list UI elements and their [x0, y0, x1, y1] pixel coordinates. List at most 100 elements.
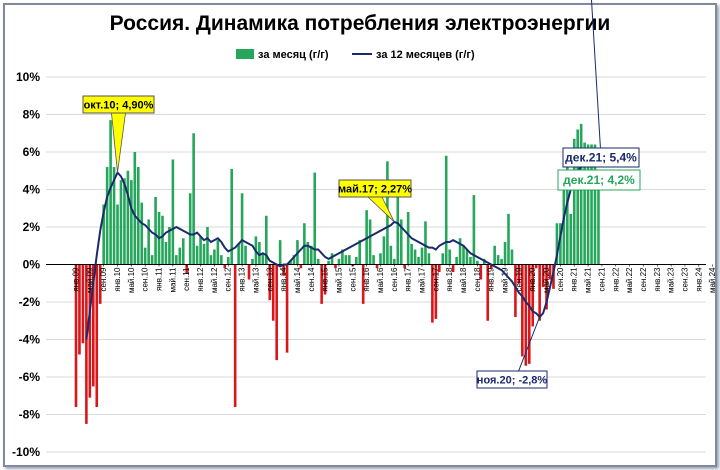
- x-tick-label: май.22: [625, 267, 634, 293]
- bar: [361, 264, 365, 304]
- x-tick-label: сен.12: [224, 267, 233, 292]
- bar: [150, 255, 154, 265]
- x-tick-label: май.14: [293, 267, 302, 293]
- x-tick-label: янв.19: [487, 267, 496, 292]
- bar: [476, 260, 479, 265]
- bar: [202, 243, 206, 265]
- bar: [444, 155, 448, 265]
- bar: [496, 255, 500, 265]
- bar: [531, 264, 535, 327]
- bar: [133, 152, 137, 265]
- bar: [244, 245, 247, 265]
- bar: [109, 120, 112, 265]
- bar: [78, 264, 81, 355]
- annotation-callout: окт.10; 4,90%: [82, 95, 155, 173]
- bar: [192, 133, 195, 265]
- bar: [465, 249, 469, 265]
- bar: [403, 264, 406, 269]
- y-tick-label: -2%: [19, 295, 41, 309]
- bar: [597, 185, 600, 265]
- bar: [576, 129, 579, 265]
- y-tick-label: 8%: [23, 108, 41, 122]
- bar: [164, 242, 168, 265]
- bar: [292, 255, 296, 265]
- bar: [396, 195, 400, 265]
- x-tick-label: сен.18: [473, 267, 482, 292]
- bar: [123, 178, 126, 265]
- bar: [240, 193, 244, 265]
- y-tick-label: 10%: [16, 70, 40, 84]
- bar: [562, 185, 566, 265]
- x-tick-label: сен.14: [307, 267, 316, 292]
- bar: [417, 257, 420, 265]
- y-tick-label: 6%: [23, 145, 41, 159]
- annotation-box: [562, 147, 640, 168]
- bar: [289, 260, 292, 265]
- annotation-label: окт.10; 4,90%: [84, 100, 154, 112]
- x-tick-label: май.11: [168, 267, 177, 292]
- bar: [344, 255, 348, 265]
- bar: [285, 264, 289, 353]
- bar: [181, 238, 185, 265]
- bar: [524, 264, 528, 366]
- bar: [431, 264, 434, 323]
- bar: [555, 223, 559, 265]
- bar: [372, 255, 375, 265]
- bar: [375, 264, 379, 269]
- bar: [458, 238, 462, 265]
- bar: [275, 264, 278, 361]
- bar: [393, 258, 396, 265]
- bar: [126, 170, 130, 265]
- x-tick-label: янв.18: [445, 267, 454, 292]
- x-tick-label: май.18: [459, 267, 468, 293]
- bar: [334, 264, 337, 269]
- bar: [98, 264, 102, 304]
- bar: [171, 159, 175, 265]
- bar: [81, 264, 85, 344]
- bar: [116, 204, 119, 265]
- bar: [195, 245, 199, 265]
- x-tick-label: янв.17: [404, 267, 413, 292]
- bar: [309, 245, 313, 265]
- bar: [413, 249, 417, 265]
- bar: [517, 264, 521, 284]
- legend: за месяц (г/г) за 12 месяцев (г/г): [236, 49, 475, 61]
- annotation-box: [82, 95, 155, 114]
- x-tick-label: май.17: [418, 267, 427, 293]
- bar: [95, 264, 99, 407]
- bar: [441, 253, 445, 265]
- bar: [147, 219, 150, 265]
- bar: [379, 253, 382, 265]
- x-tick-label: янв.15: [321, 267, 330, 292]
- bar: [521, 264, 524, 357]
- bar: [261, 253, 265, 265]
- x-tick-label: сен.09: [99, 267, 108, 292]
- annotation-pointer: [111, 112, 126, 173]
- bar: [85, 264, 88, 424]
- x-tick-label: сен.19: [514, 267, 523, 292]
- y-axis: 10% 8% 6% 4% 2% 0% -2% -4% -6% -8% -10%: [12, 70, 40, 459]
- bar: [503, 242, 507, 265]
- x-tick-label: янв.14: [279, 267, 288, 292]
- bar: [233, 264, 237, 407]
- annotation-label: ноя.20; -2,8%: [477, 375, 548, 387]
- bar: [199, 236, 202, 265]
- x-tick-label: янв.11: [155, 267, 164, 291]
- bar: [268, 264, 272, 301]
- bar: [354, 257, 358, 265]
- annotation-callout: май.17; 2,27%: [338, 179, 412, 223]
- annotation-callout: ноя.20; -2,8%: [476, 316, 548, 389]
- bar: [469, 257, 472, 265]
- bar: [92, 264, 95, 387]
- bar: [434, 264, 438, 319]
- bar: [572, 138, 576, 265]
- bar: [438, 264, 441, 272]
- bar: [368, 219, 372, 265]
- bar: [119, 180, 123, 265]
- x-tick-label: сен.16: [390, 267, 399, 292]
- bar: [175, 255, 178, 265]
- bar: [358, 240, 362, 265]
- bar: [154, 197, 157, 265]
- bar: [486, 264, 490, 321]
